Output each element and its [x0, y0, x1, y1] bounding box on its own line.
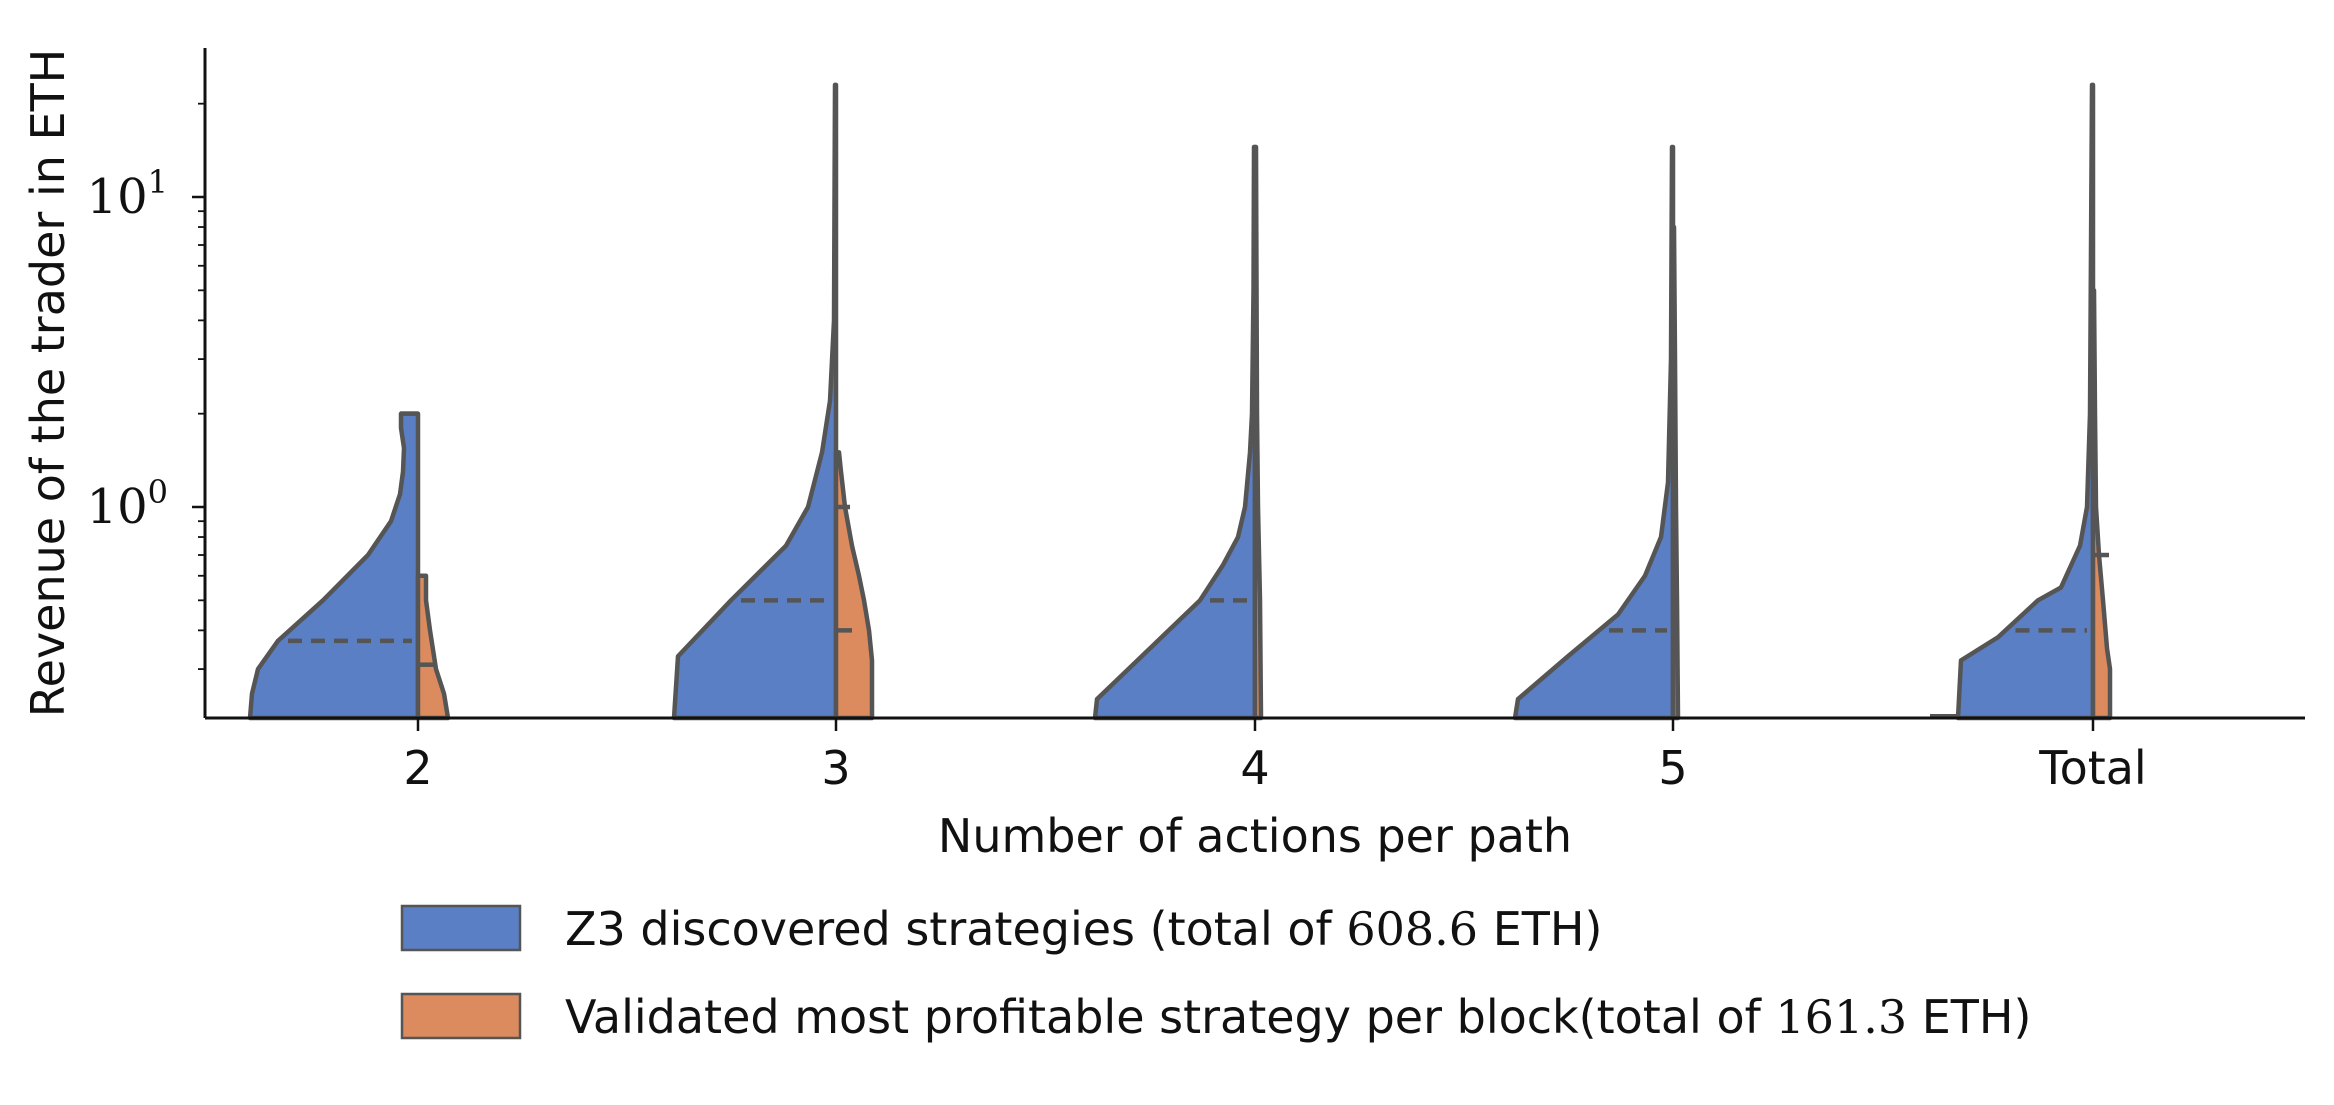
- y-tick-label: 100: [87, 473, 168, 535]
- legend-label-validated: Validated most profitable strategy per b…: [565, 990, 2031, 1044]
- legend-label-z3: Z3 discovered strategies (total of 608.6…: [565, 902, 1602, 956]
- violin-right-5: [1670, 224, 1681, 721]
- x-axis-label: Number of actions per path: [938, 809, 1572, 863]
- violin-left-2: [247, 411, 421, 721]
- violin-left-3: [671, 82, 839, 721]
- x-tick-label: Total: [2038, 741, 2146, 795]
- x-ticks: 2 3 4 5 Total: [403, 718, 2147, 795]
- violin-right-2: [415, 573, 451, 721]
- legend-item-z3: Z3 discovered strategies (total of 608.6…: [400, 902, 1602, 956]
- y-axis-label: Revenue of the trader in ETH: [21, 49, 75, 718]
- legend: Z3 discovered strategies (total of 608.6…: [400, 902, 2031, 1044]
- x-tick-label: 4: [1240, 741, 1269, 795]
- violin-right-Total: [2090, 288, 2113, 721]
- violin-left-5: [1512, 144, 1676, 721]
- legend-item-validated: Validated most profitable strategy per b…: [400, 990, 2031, 1044]
- violin-left-4: [1092, 144, 1258, 721]
- x-tick-label: 5: [1658, 741, 1687, 795]
- violin-right-4: [1252, 144, 1264, 721]
- violin-left-Total: [1955, 82, 2096, 721]
- legend-swatch-validated: [400, 992, 522, 1040]
- violin-right-3: [833, 450, 875, 721]
- y-ticks: 100 101: [87, 102, 205, 670]
- x-tick-label: 2: [403, 741, 432, 795]
- plot-area: [247, 82, 2113, 721]
- x-tick-label: 3: [821, 741, 850, 795]
- legend-swatch-z3: [400, 904, 522, 952]
- y-tick-label: 101: [87, 163, 168, 225]
